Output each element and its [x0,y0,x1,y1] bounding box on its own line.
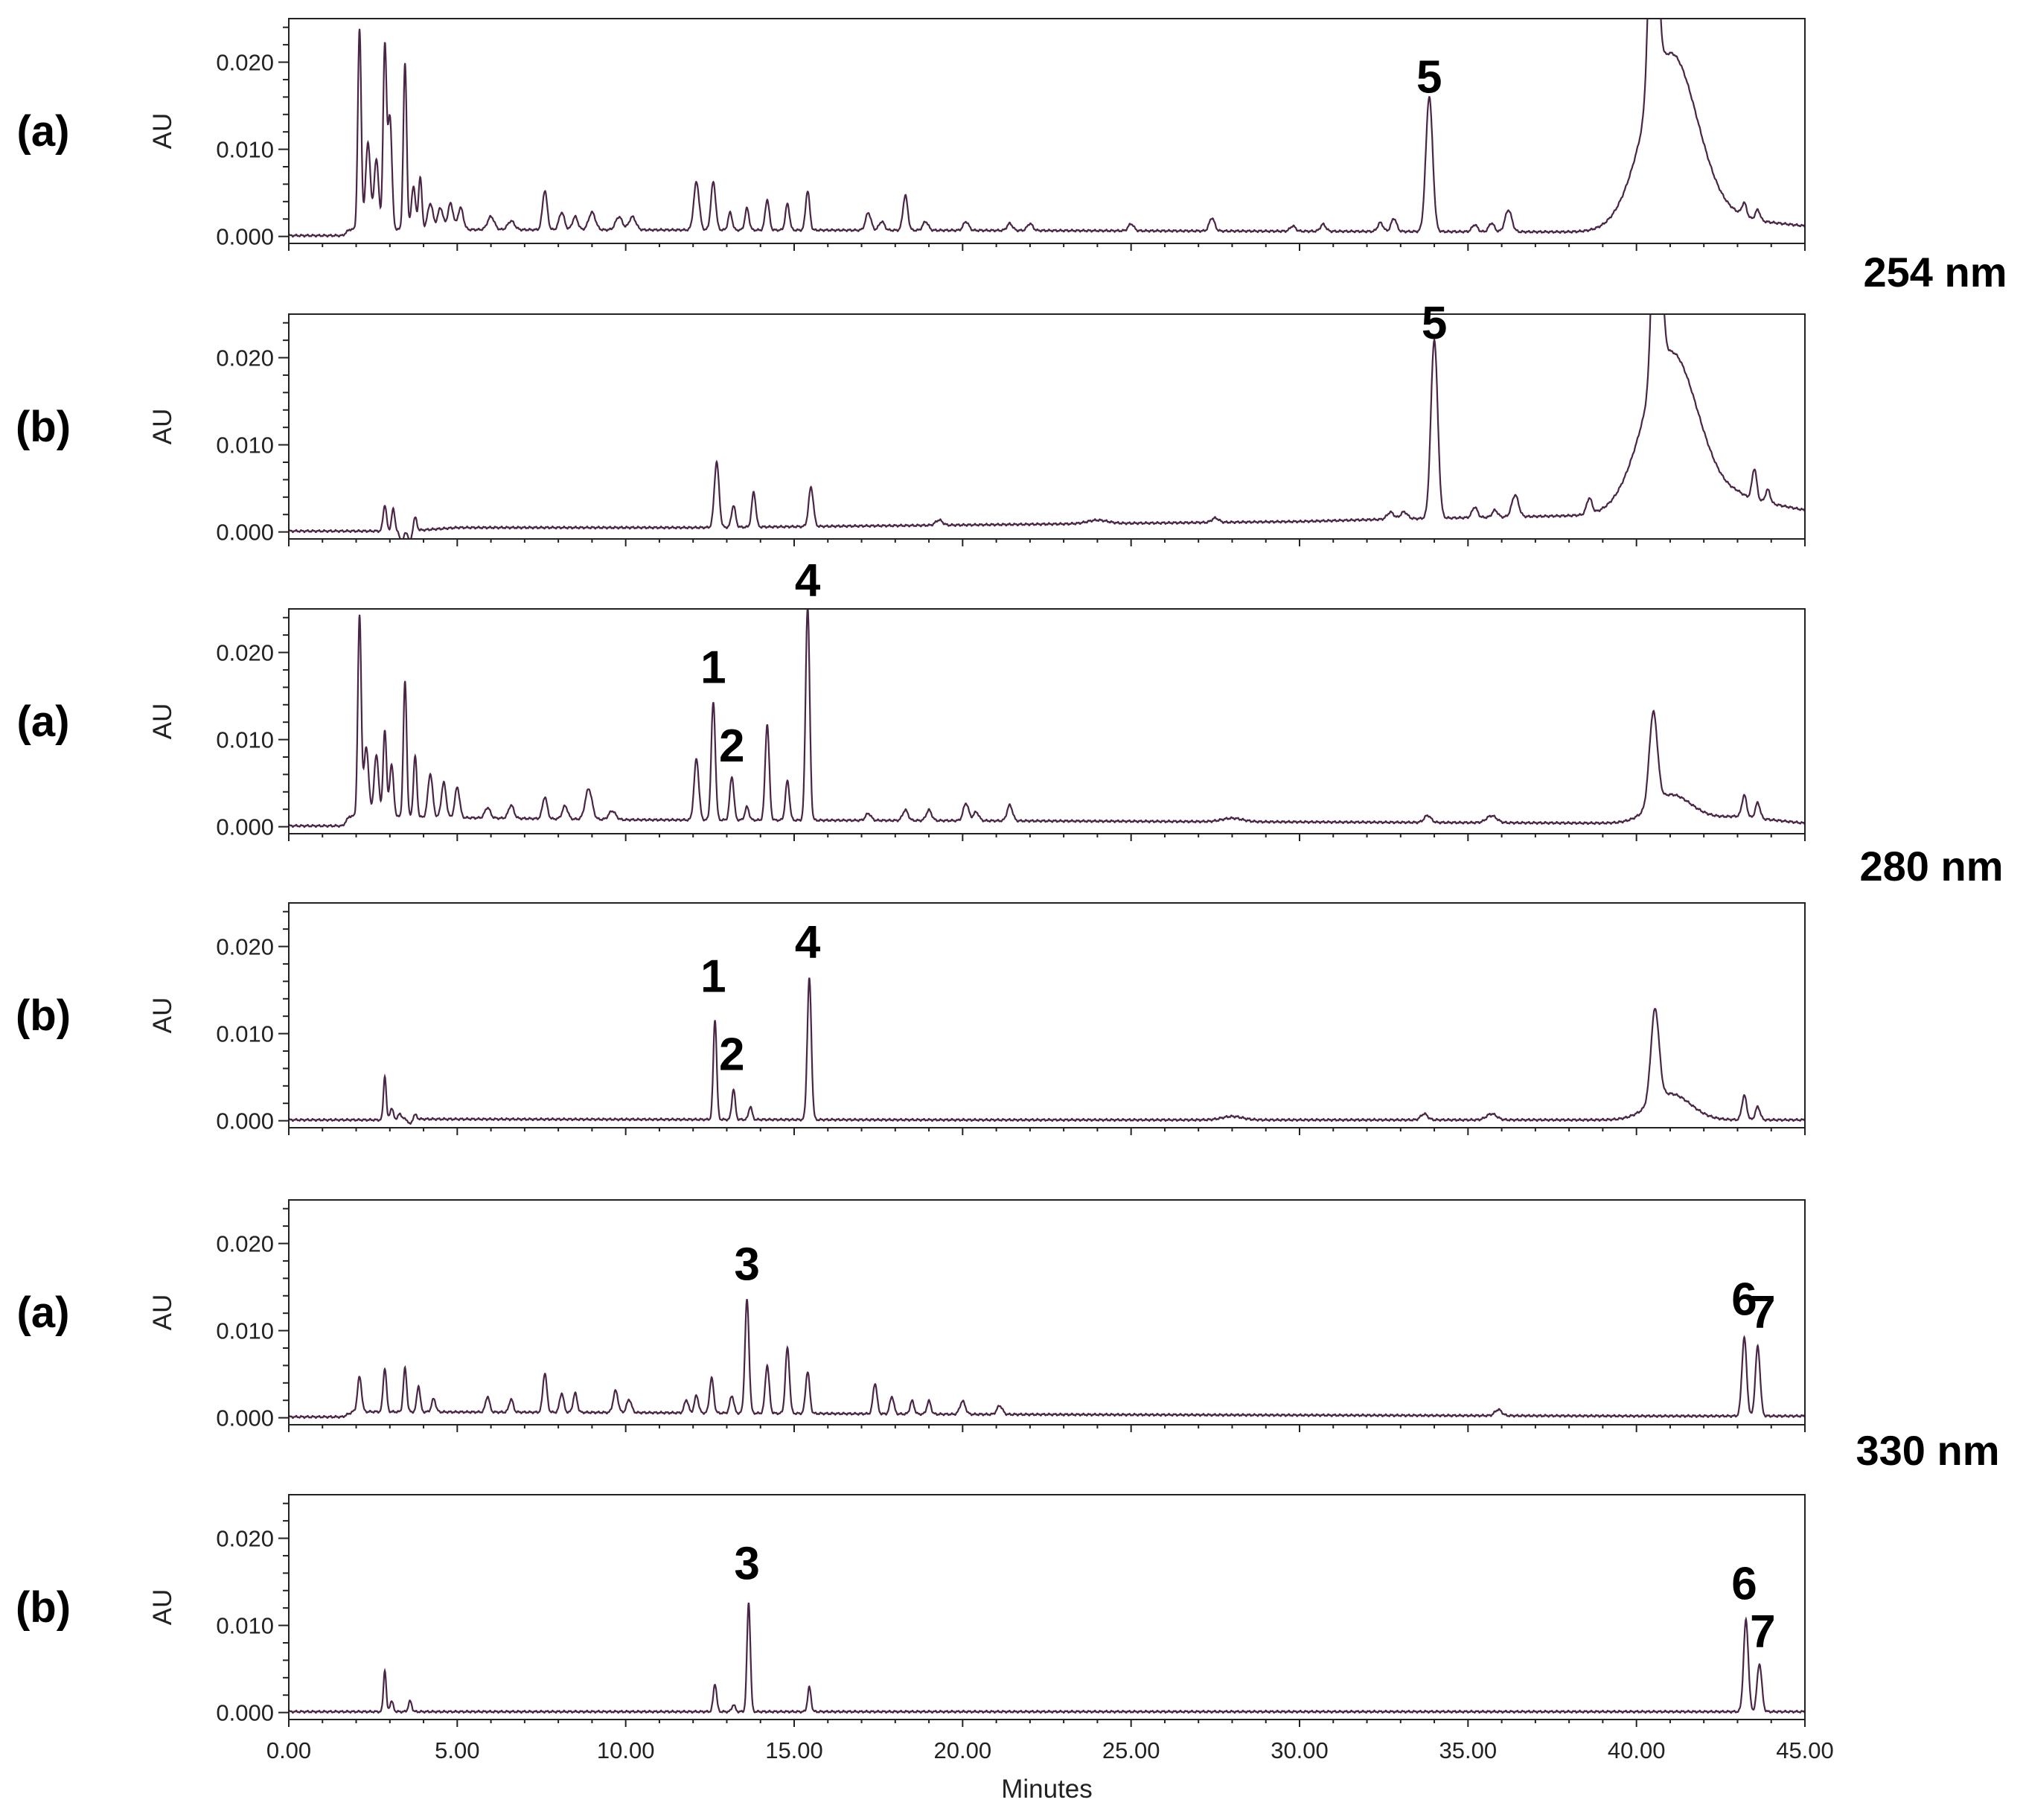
peak-label-5: 5 [1422,298,1447,349]
y-axis-title: AU [148,997,177,1034]
x-tick-label: 20.00 [934,1737,992,1763]
y-tick-label: 0.010 [216,137,274,163]
y-tick-label: 0.020 [216,934,274,960]
y-axis-title: AU [148,703,177,740]
peak-label-2: 2 [719,1029,744,1081]
x-tick-label: 40.00 [1608,1737,1666,1763]
panel-frame [288,18,1806,244]
panel-label: (a) [17,1289,70,1337]
x-tick-label: 25.00 [1102,1737,1160,1763]
chromatogram-trace [289,1299,1805,1420]
y-axis-title: AU [148,1294,177,1331]
panel-label: (b) [16,403,71,451]
panel-frame [288,1199,1806,1425]
wavelength-label: 280 nm [1860,843,2004,890]
peak-label-7: 7 [1750,1287,1775,1338]
peak-label-6: 6 [1731,1274,1757,1326]
y-tick-label: 0.000 [216,1405,274,1431]
panel-label: (a) [17,697,70,746]
y-axis-title: AU [148,409,177,445]
panel-frame [288,902,1806,1128]
y-tick-label: 0.020 [216,50,274,76]
peak-label-3: 3 [734,1239,759,1291]
wavelength-label: 330 nm [1856,1427,2000,1474]
peak-label-3: 3 [734,1539,759,1590]
panel-frame [288,1494,1806,1720]
panel-frame [288,608,1806,834]
panel-label: (a) [17,107,70,156]
y-tick-label: 0.010 [216,1613,274,1639]
y-tick-label: 0.000 [216,224,274,250]
chromatogram-trace [289,977,1805,1125]
x-tick-label: 45.00 [1776,1737,1834,1763]
y-tick-label: 0.000 [216,1108,274,1134]
y-tick-label: 0.010 [216,727,274,753]
chromatogram-trace [289,609,1805,828]
x-axis-title: Minutes [1001,1775,1093,1804]
peak-label-4: 4 [795,555,821,606]
peak-label-5: 5 [1416,51,1442,103]
x-tick-label: 10.00 [597,1737,655,1763]
panel-label: (b) [16,992,71,1040]
y-tick-label: 0.010 [216,432,274,459]
x-tick-label: 30.00 [1271,1737,1329,1763]
x-tick-label: 0.00 [266,1737,311,1763]
x-tick-label: 35.00 [1439,1737,1498,1763]
chromatogram-trace [289,19,1805,238]
peak-label-4: 4 [795,917,821,968]
y-tick-label: 0.000 [216,814,274,840]
y-tick-label: 0.010 [216,1021,274,1047]
peak-label-6: 6 [1731,1558,1757,1609]
y-tick-label: 0.000 [216,1700,274,1726]
peak-label-1: 1 [700,642,726,693]
y-tick-label: 0.020 [216,1231,274,1257]
y-axis-title: AU [148,113,177,150]
y-tick-label: 0.020 [216,345,274,371]
wavelength-label: 254 nm [1864,249,2007,296]
y-tick-label: 0.020 [216,640,274,666]
y-tick-label: 0.000 [216,520,274,546]
y-tick-label: 0.020 [216,1526,274,1552]
x-tick-label: 15.00 [765,1737,823,1763]
y-tick-label: 0.010 [216,1318,274,1344]
panel-label: (b) [16,1583,71,1632]
chromatogram-trace [289,314,1805,539]
y-axis-title: AU [148,1589,177,1626]
peak-label-1: 1 [700,951,726,1002]
x-tick-label: 5.00 [435,1737,479,1763]
chromatogram-trace [289,1602,1805,1714]
peak-label-7: 7 [1750,1606,1775,1658]
peak-label-2: 2 [719,721,744,772]
panel-frame [288,313,1806,540]
